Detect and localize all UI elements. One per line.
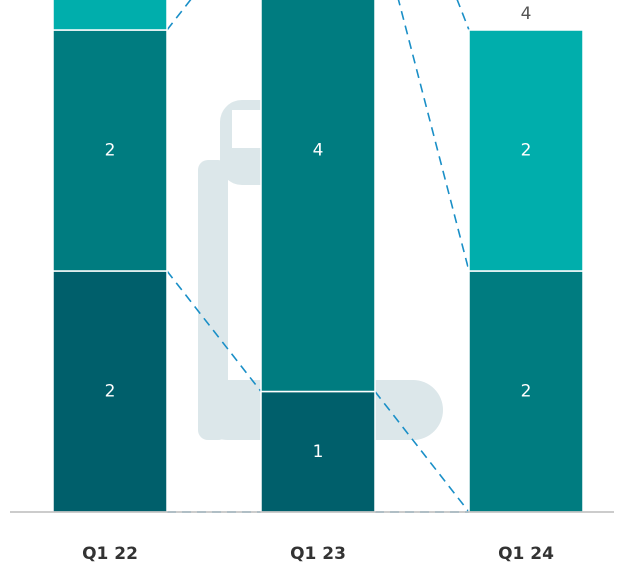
bar-segment bbox=[52, 0, 168, 31]
segment-value-label: 2 bbox=[105, 382, 116, 402]
x-axis-labels: Q1 22 Q1 23 Q1 24 bbox=[82, 544, 554, 564]
connector-line bbox=[397, 0, 470, 272]
x-tick-label: Q1 22 bbox=[82, 544, 138, 564]
bars: 223714160224 bbox=[52, 0, 584, 513]
bar-segment bbox=[468, 270, 584, 513]
bar-segment bbox=[52, 270, 168, 513]
x-tick-label: Q1 23 bbox=[290, 544, 346, 564]
x-tick-label: Q1 24 bbox=[498, 544, 554, 564]
segment-value-label: 2 bbox=[521, 382, 532, 402]
connector-line bbox=[166, 270, 262, 392]
connector-line bbox=[166, 0, 192, 31]
bar-segment bbox=[260, 390, 376, 513]
bar-segment bbox=[260, 0, 376, 393]
total-value-label: 4 bbox=[521, 4, 532, 24]
segment-value-label: 4 bbox=[313, 141, 324, 161]
segment-value-label: 1 bbox=[313, 442, 324, 462]
segment-value-label: 2 bbox=[105, 141, 116, 161]
connector-line bbox=[456, 0, 470, 31]
segment-value-label: 2 bbox=[521, 141, 532, 161]
connector-line bbox=[374, 391, 470, 513]
bar-segment bbox=[468, 29, 584, 272]
